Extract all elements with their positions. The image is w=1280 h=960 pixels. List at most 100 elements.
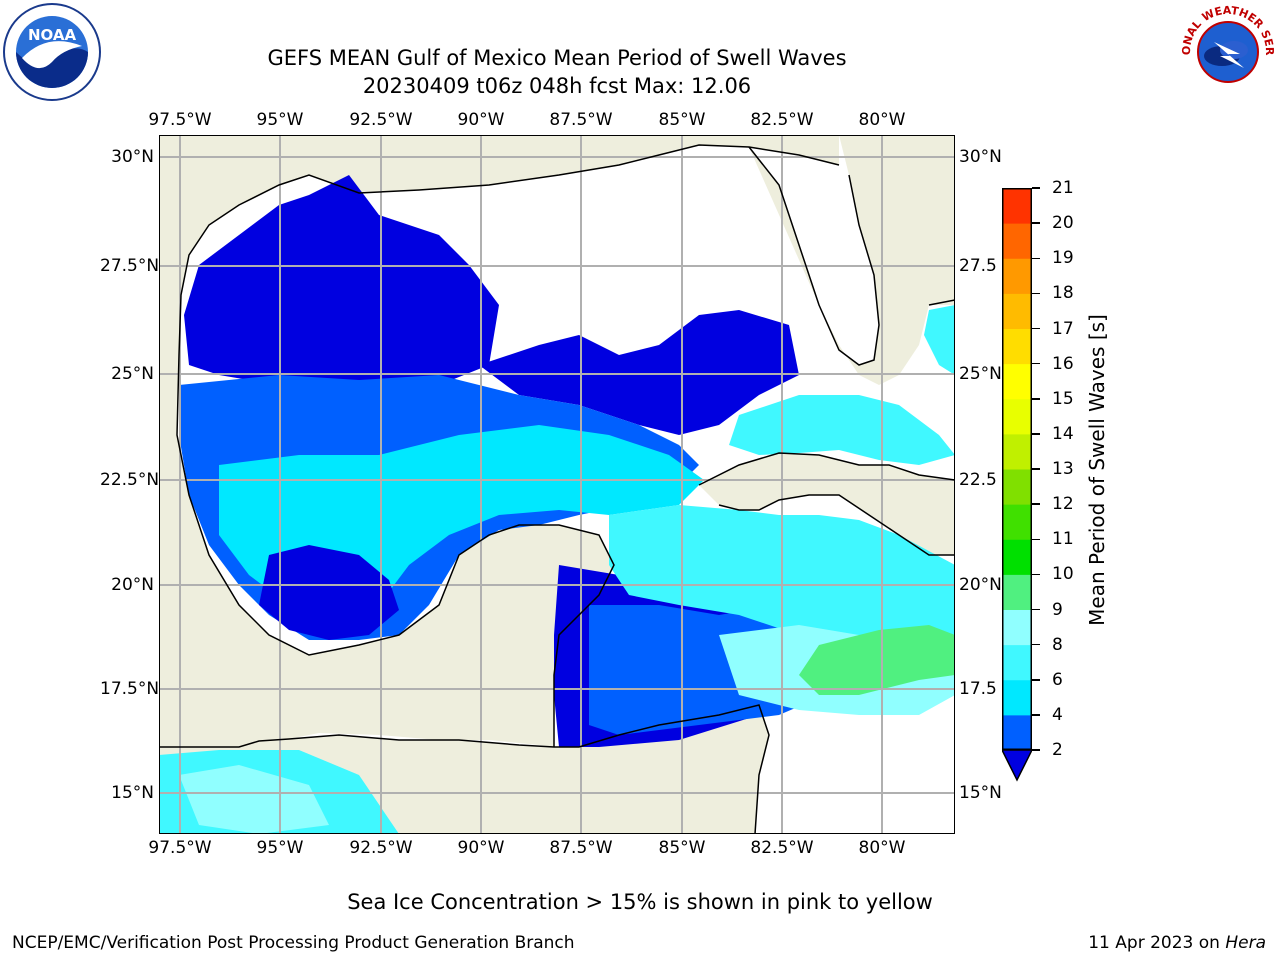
lat-label-right: 27.5 xyxy=(959,256,997,276)
lat-label-right: 22.5 xyxy=(959,470,997,490)
lat-label-left: 27.5°N xyxy=(100,256,160,276)
colorbar-tick-label: 2 xyxy=(1052,740,1063,760)
sea-ice-note: Sea Ice Concentration > 15% is shown in … xyxy=(347,890,933,914)
lon-label-top: 80°W xyxy=(858,110,906,130)
colorbar-tick-mark xyxy=(1032,327,1040,330)
colorbar-tick-label: 17 xyxy=(1052,318,1074,339)
swell-region-green xyxy=(799,625,955,695)
noaa-logo: NOAA xyxy=(3,3,101,101)
coastlines xyxy=(159,144,955,834)
colorbar-tick-mark xyxy=(1032,468,1040,470)
footer-machine: Hera xyxy=(1225,933,1266,953)
colorbar-segment xyxy=(1002,293,1032,329)
colorbar-tick-label: 8 xyxy=(1052,634,1063,655)
colorbar-segment xyxy=(1002,398,1032,435)
nws-logo: NATIONAL WEATHER SERVICE xyxy=(1178,2,1276,100)
colorbar-tick-mark xyxy=(1032,292,1040,295)
colorbar-tick-mark xyxy=(1032,257,1040,259)
lat-label-left: 17.5°N xyxy=(100,679,160,699)
colorbar-tick-mark xyxy=(1032,573,1040,576)
lon-label-bottom: 80°W xyxy=(858,838,906,858)
lon-label-top: 92.5°W xyxy=(349,110,413,130)
colorbar-tick-label: 21 xyxy=(1052,178,1074,198)
colorbar-tick-mark xyxy=(1032,714,1040,716)
lat-label-right: 15°N xyxy=(959,783,1002,803)
colorbar-segment xyxy=(1002,258,1032,294)
colorbar-tick-label: 11 xyxy=(1052,529,1074,550)
colorbar-tick-mark xyxy=(1032,187,1040,189)
colorbar-tick-mark xyxy=(1032,538,1040,540)
chart-subtitle: 20230409 t06z 048h fcst Max: 12.06 xyxy=(362,74,752,98)
swell-region-dark-blue-west xyxy=(184,175,499,385)
colorbar-label: Mean Period of Swell Waves [s] xyxy=(1085,314,1109,626)
lon-label-bottom: 85°W xyxy=(658,838,706,858)
colorbar-tick-label: 6 xyxy=(1052,669,1063,690)
colorbar-tick-label: 10 xyxy=(1052,564,1074,585)
colorbar-tick-mark xyxy=(1032,433,1040,435)
colorbar-segment xyxy=(1002,469,1032,505)
land-florida xyxy=(749,135,955,385)
lon-label-bottom: 87.5°W xyxy=(549,838,613,858)
colorbar-extend-arrow xyxy=(1002,750,1032,782)
lon-label-top: 90°W xyxy=(457,110,505,130)
lat-label-left: 25°N xyxy=(111,364,154,384)
colorbar-segment xyxy=(1002,714,1032,751)
colorbar-tick-label: 19 xyxy=(1052,248,1074,269)
colorbar-tick-label: 15 xyxy=(1052,388,1074,409)
colorbar-tick-label: 9 xyxy=(1052,599,1063,620)
colorbar-tick-mark xyxy=(1032,608,1040,611)
colorbar-segment xyxy=(1002,504,1032,540)
land-us-mexico xyxy=(159,135,839,747)
colorbar-segment xyxy=(1002,223,1032,259)
lat-label-right: 30°N xyxy=(959,147,1002,167)
swell-region-pale-cyan-pacific xyxy=(179,765,329,834)
swell-region-dark-blue-bay xyxy=(259,545,399,640)
svg-text:NOAA: NOAA xyxy=(28,26,77,44)
lat-label-left: 22.5°N xyxy=(100,470,160,490)
lat-label-right: 20°N xyxy=(959,575,1002,595)
colorbar-segment xyxy=(1002,574,1032,610)
colorbar-tick-mark xyxy=(1032,398,1040,400)
colorbar-tick-label: 4 xyxy=(1052,704,1063,725)
colorbar-tick-mark xyxy=(1032,679,1040,681)
lon-label-top: 95°W xyxy=(256,110,304,130)
chart-title: GEFS MEAN Gulf of Mexico Mean Period of … xyxy=(267,46,847,70)
gulf-of-mexico-map xyxy=(159,135,955,834)
graticule xyxy=(159,135,955,834)
colorbar-segment xyxy=(1002,433,1032,470)
colorbar-tick-label: 13 xyxy=(1052,459,1074,479)
colorbar-segment xyxy=(1002,328,1032,365)
lon-label-bottom: 92.5°W xyxy=(349,838,413,858)
swell-region-dark-blue-east xyxy=(479,310,799,435)
colorbar-segment xyxy=(1002,609,1032,646)
colorbar-tick-label: 14 xyxy=(1052,423,1074,444)
footer-date-text: 11 Apr 2023 on xyxy=(1088,933,1226,953)
swell-region-cyan-straits xyxy=(729,395,955,465)
lon-label-bottom: 95°W xyxy=(256,838,304,858)
colorbar-tick-mark xyxy=(1032,222,1040,224)
swell-region-cyan-atlantic xyxy=(924,305,955,375)
colorbar-segment xyxy=(1002,188,1032,224)
colorbar-tick-label: 18 xyxy=(1052,283,1074,304)
footer-credit: NCEP/EMC/Verification Post Processing Pr… xyxy=(12,933,575,953)
colorbar-tick-label: 12 xyxy=(1052,494,1074,515)
colorbar-segment xyxy=(1002,363,1032,400)
colorbar-segment xyxy=(1002,644,1032,681)
lat-label-right: 17.5 xyxy=(959,679,997,699)
lat-label-left: 15°N xyxy=(111,783,154,803)
lat-label-left: 30°N xyxy=(111,147,154,167)
colorbar-tick-label: 16 xyxy=(1052,353,1074,374)
lat-label-right: 25°N xyxy=(959,364,1002,384)
colorbar-segment xyxy=(1002,539,1032,575)
colorbar-tick-mark xyxy=(1032,362,1040,365)
lon-label-bottom: 82.5°W xyxy=(750,838,814,858)
footer-date: 11 Apr 2023 on Hera xyxy=(1088,933,1266,953)
lat-label-left: 20°N xyxy=(111,575,154,595)
lon-label-bottom: 97.5°W xyxy=(148,838,212,858)
colorbar-tick-mark xyxy=(1032,503,1040,505)
lon-label-bottom: 90°W xyxy=(457,838,505,858)
colorbar-segment xyxy=(1002,679,1032,716)
swell-period-field xyxy=(159,175,955,834)
colorbar-tick-mark xyxy=(1032,749,1040,751)
lon-label-top: 97.5°W xyxy=(148,110,212,130)
